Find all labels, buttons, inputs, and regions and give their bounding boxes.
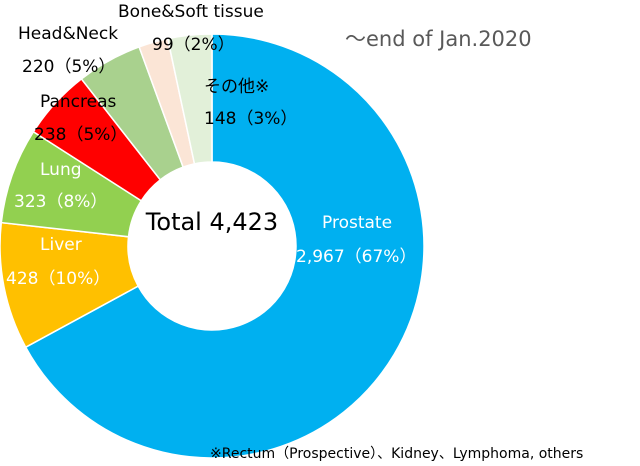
center-total-label: Total 4,423 xyxy=(145,208,278,236)
period-label: ～end of Jan.2020 xyxy=(345,27,532,51)
slice-value-pancreas: 238（5%） xyxy=(34,125,127,145)
slice-prostate xyxy=(24,33,425,459)
slice-group xyxy=(0,33,425,459)
slice-other xyxy=(166,33,213,165)
slice-name-lung: Lung xyxy=(40,160,82,180)
slice-value-liver: 428（10%） xyxy=(6,269,110,289)
slice-value-prostate: 2,967（67%） xyxy=(296,247,416,267)
slice-value-head-neck: 220（5%） xyxy=(22,57,115,77)
footnote: ※Rectum（Prospective）、Kidney、Lymphoma, ot… xyxy=(210,446,583,462)
slice-name-head-neck: Head&Neck xyxy=(18,24,118,44)
slice-name-other: その他※ xyxy=(204,77,269,97)
slice-name-bone-soft-tissue: Bone&Soft tissue xyxy=(118,2,264,22)
slice-name-liver: Liver xyxy=(40,235,82,255)
slice-value-bone-soft-tissue: 99（2%） xyxy=(152,35,235,55)
slice-name-pancreas: Pancreas xyxy=(40,92,117,112)
slice-name-prostate: Prostate xyxy=(322,213,392,233)
slice-value-other: 148（3%） xyxy=(204,109,297,129)
slice-value-lung: 323（8%） xyxy=(14,192,107,212)
